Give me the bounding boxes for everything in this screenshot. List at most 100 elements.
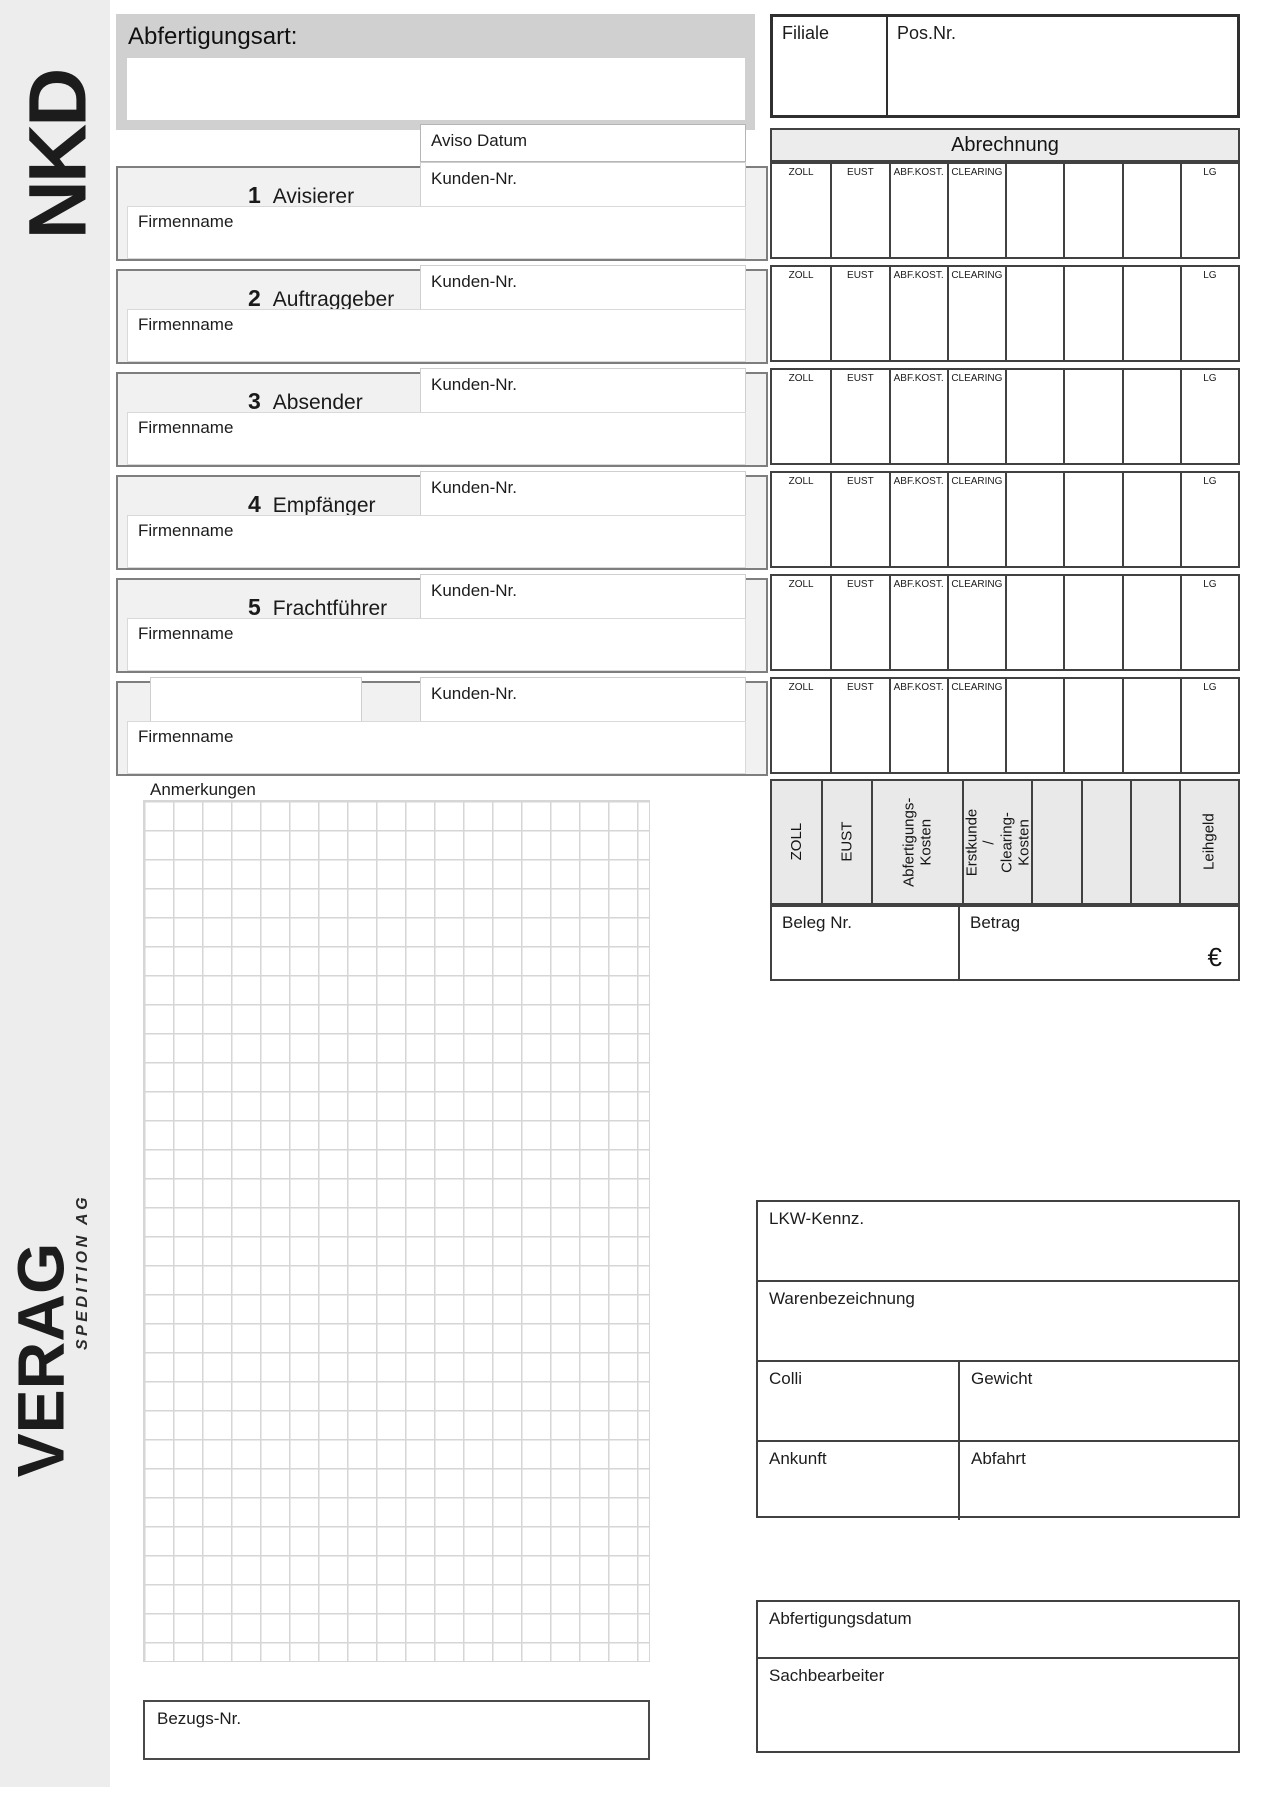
abrechnung-cell[interactable]: ABF.KOST.: [888, 679, 947, 772]
bezugs-nr-field[interactable]: Bezugs-Nr.: [143, 1700, 650, 1760]
aviso-datum-label: Aviso Datum: [431, 131, 528, 150]
abrechnung-cell[interactable]: [1121, 576, 1180, 669]
abrechnung-col-header: LG: [1203, 579, 1217, 590]
abrechnung-cell[interactable]: CLEARING: [946, 473, 1005, 566]
kunden-nr-field[interactable]: Kunden-Nr.: [420, 574, 746, 621]
abrechnung-cell[interactable]: [1121, 164, 1180, 257]
abrechnung-cell[interactable]: EUST: [830, 576, 888, 669]
abrechnung-cell[interactable]: [1005, 576, 1063, 669]
abrechnung-cell[interactable]: ABF.KOST.: [888, 473, 947, 566]
betrag-field[interactable]: Betrag €: [960, 907, 1238, 979]
abrechnung-col-header: ZOLL: [788, 270, 814, 281]
abrechnung-cell[interactable]: [1005, 473, 1063, 566]
section-6-title-input[interactable]: [150, 677, 362, 724]
abrechnung-cell[interactable]: EUST: [830, 679, 888, 772]
abrechnung-cell[interactable]: CLEARING: [946, 370, 1005, 463]
abrechnung-cell[interactable]: EUST: [830, 164, 888, 257]
abrechnung-cell[interactable]: [1063, 164, 1121, 257]
legend-cell-empty: [1129, 781, 1179, 903]
abrechnung-cell[interactable]: ABF.KOST.: [888, 267, 947, 360]
warenbezeichnung-label: Warenbezeichnung: [769, 1289, 915, 1308]
warenbezeichnung-field[interactable]: Warenbezeichnung: [758, 1280, 1238, 1360]
filiale-field[interactable]: Filiale: [773, 17, 888, 115]
colli-field[interactable]: Colli: [758, 1362, 960, 1440]
abrechnung-cell[interactable]: ZOLL: [772, 370, 830, 463]
abrechnung-cell[interactable]: [1063, 576, 1121, 669]
kunden-nr-field[interactable]: Kunden-Nr.: [420, 162, 746, 209]
legend-cell-abfertigungskosten: Abfertigungs- Kosten: [870, 781, 962, 903]
kunden-nr-field[interactable]: Kunden-Nr.: [420, 265, 746, 312]
abrechnung-cell[interactable]: [1005, 679, 1063, 772]
abrechnung-cell[interactable]: [1005, 267, 1063, 360]
abrechnung-cell[interactable]: ZOLL: [772, 576, 830, 669]
section-number: 4: [248, 491, 261, 517]
abfertigungskosten-vertical-label: Abfertigungs- Kosten: [899, 797, 935, 887]
form-row-4: 4 Empfänger Kunden-Nr. Firmenname ZOLL EU…: [0, 471, 1264, 574]
firmenname-label: Firmenname: [138, 418, 234, 437]
kunden-nr-field[interactable]: Kunden-Nr.: [420, 471, 746, 518]
abrechnung-cell[interactable]: ZOLL: [772, 679, 830, 772]
abrechnung-cell[interactable]: [1063, 473, 1121, 566]
abrechnung-cell[interactable]: ZOLL: [772, 164, 830, 257]
beleg-nr-field[interactable]: Beleg Nr.: [772, 907, 960, 979]
abrechnung-cell[interactable]: ABF.KOST.: [888, 164, 947, 257]
abrechnung-cell[interactable]: [1063, 679, 1121, 772]
colli-gewicht-row: Colli Gewicht: [758, 1360, 1238, 1440]
kunden-nr-label: Kunden-Nr.: [431, 478, 517, 497]
abrechnung-cell[interactable]: [1005, 370, 1063, 463]
firmenname-label: Firmenname: [138, 624, 234, 643]
abrechnung-cell[interactable]: ZOLL: [772, 473, 830, 566]
abrechnung-grid-row: ZOLL EUST ABF.KOST. CLEARING LG: [770, 677, 1240, 774]
firmenname-field[interactable]: Firmenname: [127, 618, 746, 671]
abrechnung-cell[interactable]: LG: [1179, 164, 1238, 257]
abrechnung-col-header: ABF.KOST.: [893, 167, 944, 178]
abrechnung-cell[interactable]: LG: [1179, 267, 1238, 360]
firmenname-field[interactable]: Firmenname: [127, 309, 746, 362]
anmerkungen-grid[interactable]: [143, 800, 650, 1662]
abfahrt-field[interactable]: Abfahrt: [960, 1442, 1238, 1520]
abrechnung-cell[interactable]: [1005, 164, 1063, 257]
abrechnung-cell[interactable]: ZOLL: [772, 267, 830, 360]
posnr-field[interactable]: Pos.Nr.: [888, 17, 1237, 115]
abrechnung-cell[interactable]: EUST: [830, 370, 888, 463]
abrechnung-cell[interactable]: EUST: [830, 267, 888, 360]
firmenname-field[interactable]: Firmenname: [127, 412, 746, 465]
section-number: 2: [248, 285, 261, 311]
abrechnung-col-header: LG: [1203, 682, 1217, 693]
abrechnung-cell[interactable]: CLEARING: [946, 576, 1005, 669]
abrechnung-cell[interactable]: LG: [1179, 576, 1238, 669]
abrechnung-grid-row: ZOLL EUST ABF.KOST. CLEARING LG: [770, 368, 1240, 465]
abfertigungsart-input[interactable]: [127, 58, 745, 120]
gewicht-field[interactable]: Gewicht: [960, 1362, 1238, 1440]
abrechnung-cell[interactable]: LG: [1179, 679, 1238, 772]
abrechnung-cell[interactable]: EUST: [830, 473, 888, 566]
abrechnung-cell[interactable]: LG: [1179, 370, 1238, 463]
abrechnung-cell[interactable]: CLEARING: [946, 164, 1005, 257]
legend-cell-empty: [1031, 781, 1080, 903]
abrechnung-cell[interactable]: ABF.KOST.: [888, 370, 947, 463]
abrechnung-cell[interactable]: [1121, 473, 1180, 566]
abrechnung-cell[interactable]: CLEARING: [946, 267, 1005, 360]
abrechnung-cell[interactable]: [1063, 370, 1121, 463]
abrechnung-cell[interactable]: [1121, 679, 1180, 772]
abrechnung-cell[interactable]: [1121, 370, 1180, 463]
abrechnung-cell[interactable]: [1063, 267, 1121, 360]
firmenname-label: Firmenname: [138, 315, 234, 334]
abrechnung-cell[interactable]: LG: [1179, 473, 1238, 566]
abrechnung-col-header: CLEARING: [951, 476, 1003, 487]
firmenname-field[interactable]: Firmenname: [127, 206, 746, 259]
abrechnung-cell[interactable]: [1121, 267, 1180, 360]
firmenname-field[interactable]: Firmenname: [127, 515, 746, 568]
ankunft-field[interactable]: Ankunft: [758, 1442, 960, 1520]
kunden-nr-field[interactable]: Kunden-Nr.: [420, 677, 746, 724]
abfertigungsdatum-field[interactable]: Abfertigungsdatum: [758, 1602, 1238, 1659]
lkw-kennz-field[interactable]: LKW-Kennz.: [758, 1202, 1238, 1280]
aviso-datum-field[interactable]: Aviso Datum: [420, 124, 746, 162]
betrag-label: Betrag: [970, 913, 1021, 932]
abrechnung-cell[interactable]: CLEARING: [946, 679, 1005, 772]
sachbearbeiter-field[interactable]: Sachbearbeiter: [758, 1659, 1238, 1751]
abrechnung-cell[interactable]: ABF.KOST.: [888, 576, 947, 669]
firmenname-field[interactable]: Firmenname: [127, 721, 746, 774]
kunden-nr-field[interactable]: Kunden-Nr.: [420, 368, 746, 415]
leihgeld-vertical-label: Leihgeld: [1201, 813, 1218, 871]
